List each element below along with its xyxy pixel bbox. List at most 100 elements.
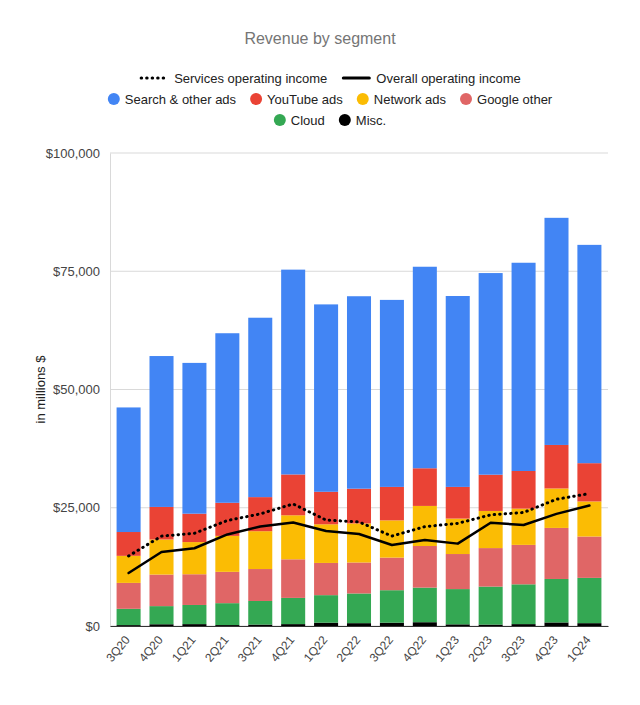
bar <box>117 583 141 609</box>
bar <box>380 623 404 626</box>
bar <box>281 474 305 515</box>
bar <box>347 489 371 524</box>
tick-label: 4Q20 <box>136 633 166 665</box>
tick: 1Q22 <box>301 626 331 665</box>
tick: 4Q23 <box>531 626 561 665</box>
bar <box>512 263 536 471</box>
tick-label: 3Q20 <box>103 633 133 665</box>
bar <box>248 318 272 497</box>
bar <box>248 601 272 625</box>
bar <box>281 598 305 624</box>
tick-label: $100,000 <box>46 146 100 161</box>
tick: 1Q21 <box>169 626 199 665</box>
bar <box>182 624 206 626</box>
tick: 1Q23 <box>432 626 462 665</box>
bar <box>413 588 437 623</box>
tick: 2Q22 <box>334 626 364 665</box>
bar <box>149 624 173 626</box>
bar <box>512 545 536 584</box>
legend-swatch <box>108 93 120 105</box>
bar <box>577 245 601 463</box>
bar <box>446 296 470 487</box>
tick: 3Q21 <box>235 626 265 665</box>
bar <box>117 532 141 556</box>
bar <box>512 624 536 626</box>
bar <box>182 605 206 624</box>
bar <box>314 623 338 626</box>
bar <box>544 622 568 626</box>
y-axis: $0$25,000$50,000$75,000$100,000 <box>46 146 111 634</box>
legend-item: Cloud <box>274 113 325 128</box>
bar <box>380 590 404 622</box>
bar-series <box>117 218 602 532</box>
bar <box>479 587 503 625</box>
bar <box>149 356 173 507</box>
bar <box>215 536 239 572</box>
bar <box>446 624 470 626</box>
tick: $100,000 <box>46 146 110 161</box>
bar <box>347 593 371 623</box>
bar <box>149 575 173 607</box>
bar <box>380 558 404 591</box>
tick: 2Q23 <box>465 626 495 665</box>
legend-item: Misc. <box>339 113 386 128</box>
tick-label: $75,000 <box>53 264 100 279</box>
legend-item: Services operating income <box>141 71 327 86</box>
bar <box>544 445 568 489</box>
bar <box>347 623 371 626</box>
bar <box>281 270 305 475</box>
title: Revenue by segment <box>244 30 396 47</box>
bar <box>544 579 568 622</box>
tick-label: 3Q23 <box>498 633 528 665</box>
tick-label: 1Q23 <box>432 633 462 665</box>
bar <box>479 625 503 626</box>
bar <box>413 267 437 469</box>
tick-label: 3Q22 <box>367 633 397 665</box>
bar <box>347 523 371 562</box>
bar <box>544 528 568 579</box>
chart: Revenue by segment$0$25,000$50,000$75,00… <box>0 0 640 705</box>
bar <box>380 520 404 557</box>
bar <box>413 622 437 626</box>
bar <box>182 574 206 605</box>
legend-label: YouTube ads <box>267 92 343 107</box>
bar <box>577 537 601 578</box>
line <box>129 506 590 573</box>
tick-label: 4Q21 <box>268 633 298 665</box>
legend-label: Services operating income <box>174 71 327 86</box>
legend-swatch <box>339 114 351 126</box>
bar <box>512 471 536 509</box>
legend-swatch <box>250 93 262 105</box>
bar <box>182 363 206 514</box>
legend-label: Overall operating income <box>376 71 521 86</box>
axis-line <box>110 154 111 627</box>
tick: 3Q23 <box>498 626 528 665</box>
tick: $50,000 <box>53 382 110 397</box>
tick: 3Q22 <box>367 626 397 665</box>
legend-label: Cloud <box>291 113 325 128</box>
legend-swatch <box>357 93 369 105</box>
plot-area <box>117 218 602 626</box>
bar <box>347 562 371 593</box>
legend-item: Search & other ads <box>108 92 237 107</box>
legend: Services operating income Overall operati… <box>108 71 553 128</box>
tick: $75,000 <box>53 264 110 279</box>
tick-label: 1Q21 <box>169 633 199 665</box>
bar <box>314 563 338 595</box>
bar <box>149 507 173 540</box>
legend-label: Search & other ads <box>125 92 237 107</box>
tick-label: 4Q22 <box>399 633 429 665</box>
bar <box>117 609 141 625</box>
bar <box>149 606 173 624</box>
legend-item: YouTube ads <box>250 92 343 107</box>
bar <box>314 595 338 623</box>
bar <box>380 487 404 520</box>
bar <box>544 488 568 527</box>
tick: 1Q24 <box>564 626 594 665</box>
bar <box>479 548 503 587</box>
bar <box>281 559 305 598</box>
tick-label: $0 <box>86 619 100 634</box>
legend-swatch <box>460 93 472 105</box>
bar <box>314 304 338 491</box>
tick-label: 1Q24 <box>564 633 594 665</box>
